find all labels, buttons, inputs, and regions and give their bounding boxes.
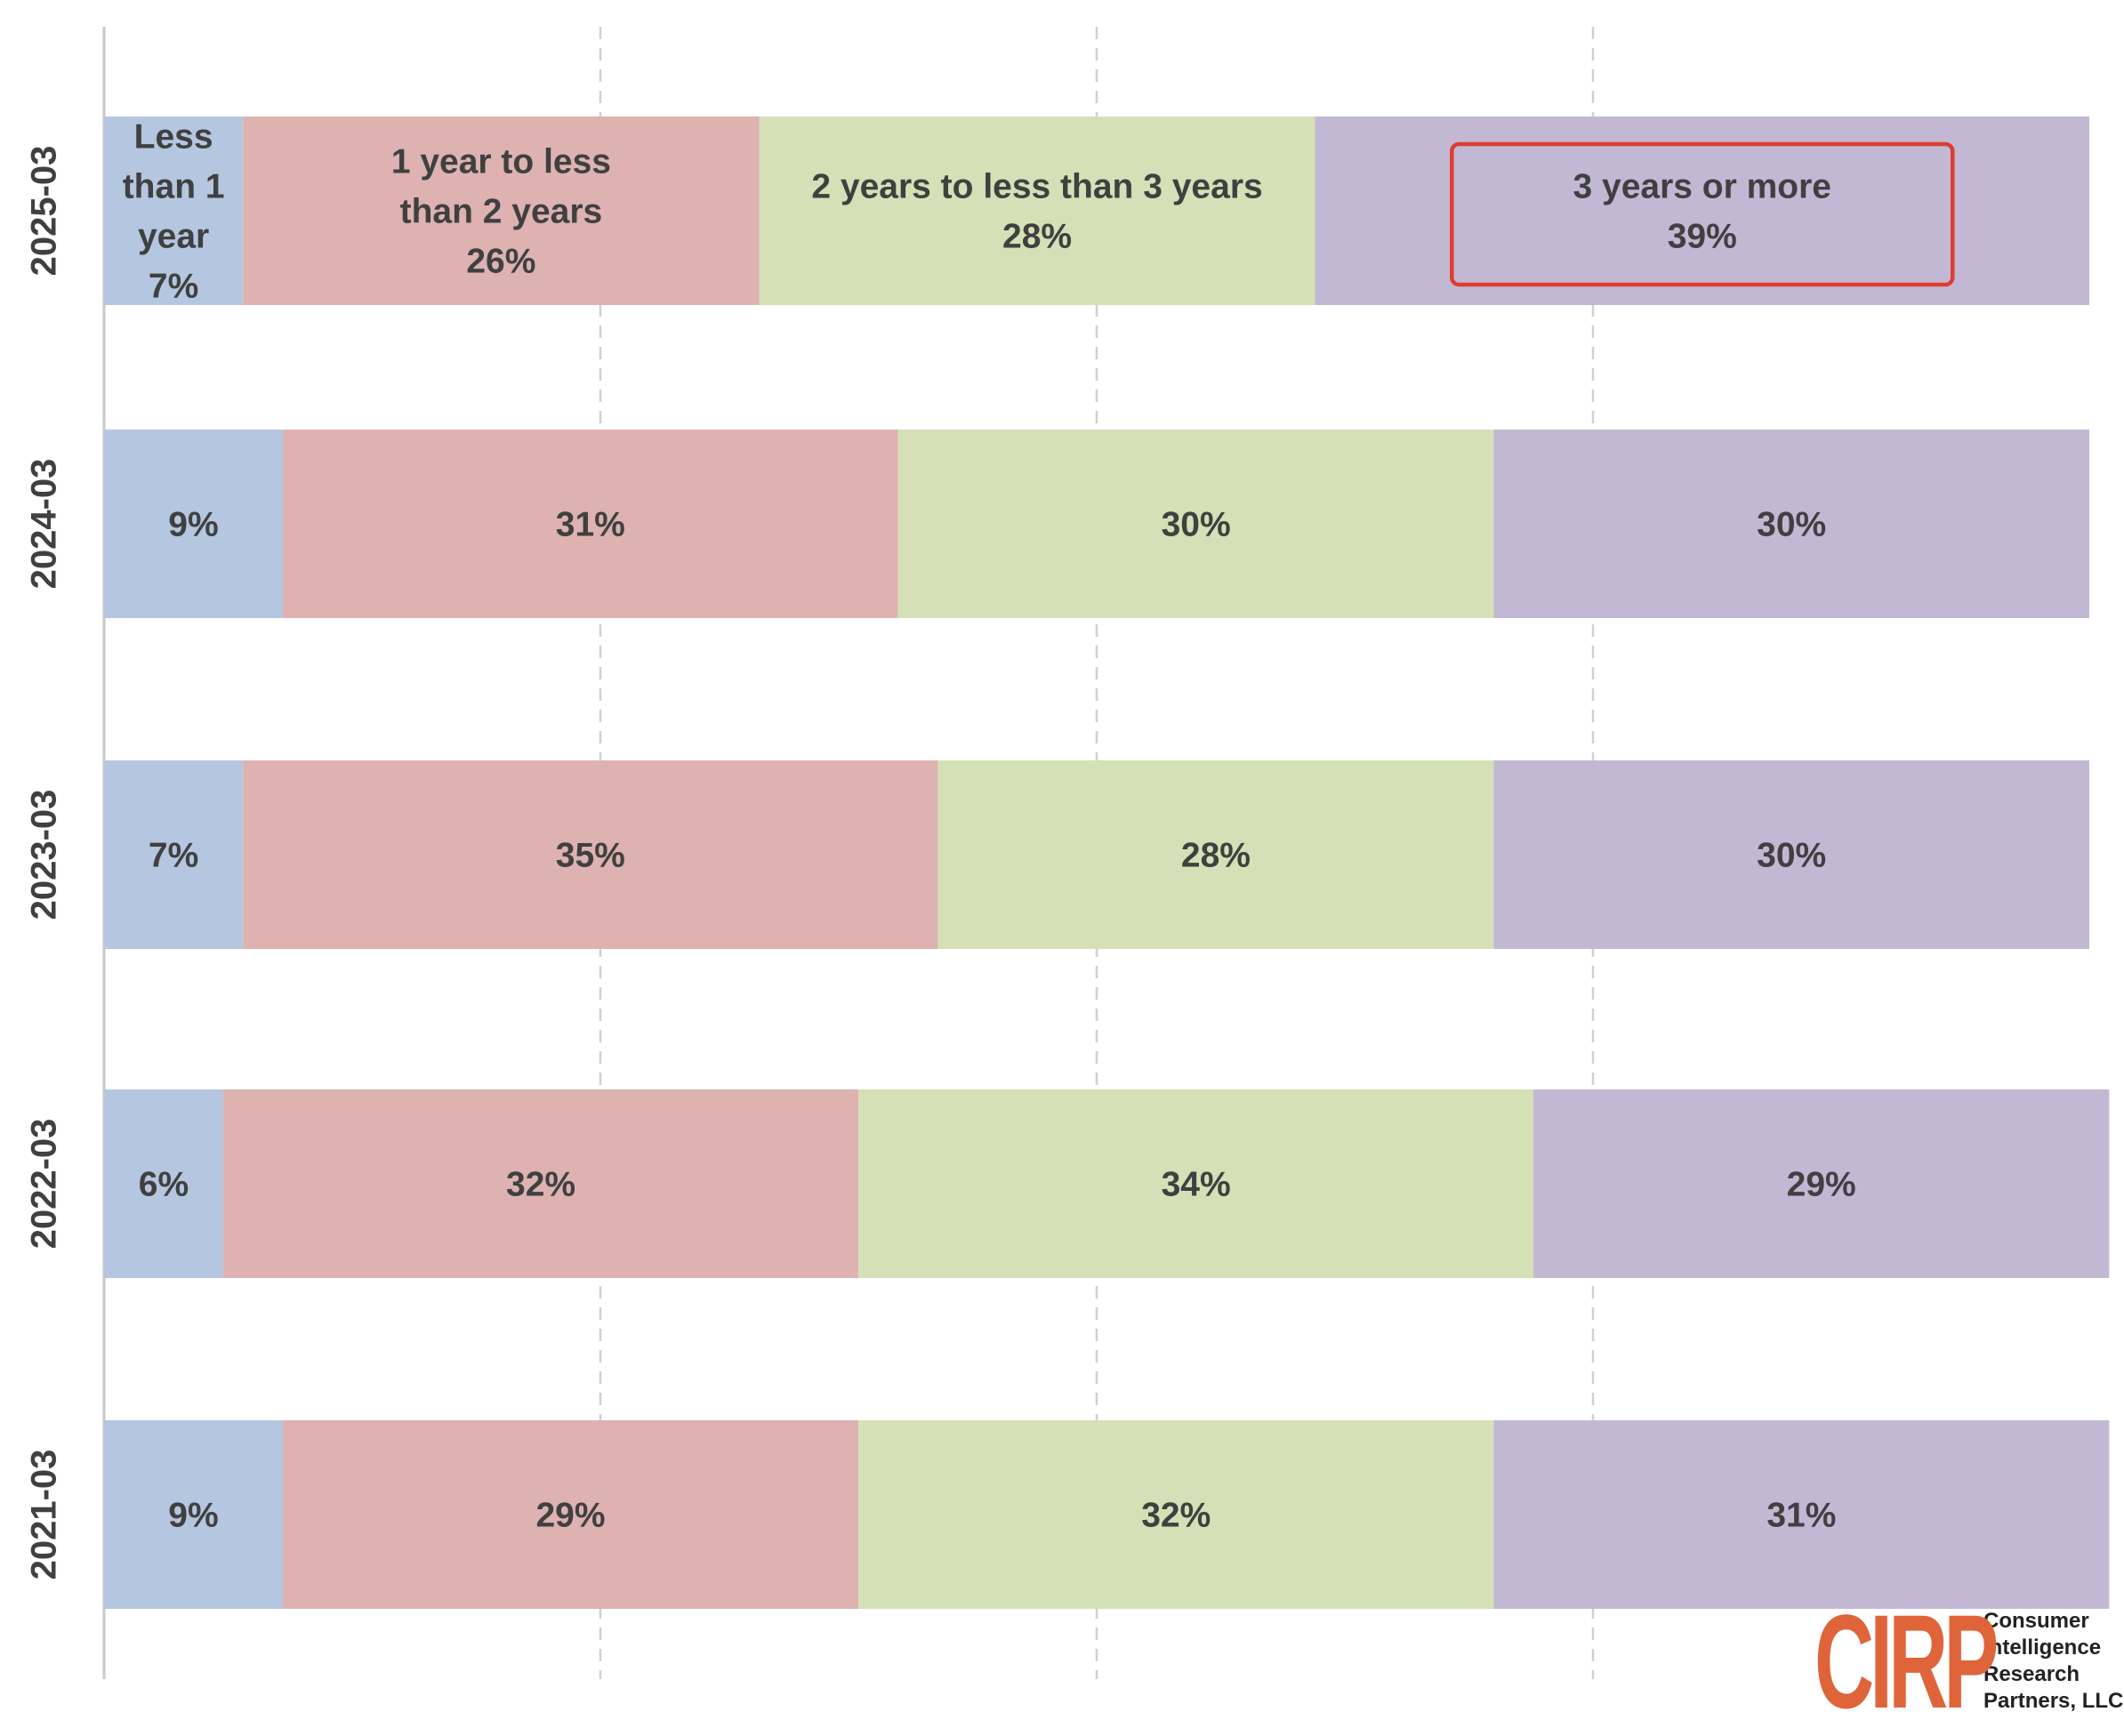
data-label-line: than 1 xyxy=(123,168,225,206)
data-label-line: 7% xyxy=(149,837,198,875)
data-label-2023-03-3: 28% xyxy=(1181,837,1251,875)
data-label-line: 39% xyxy=(1668,218,1737,256)
data-label-line: 31% xyxy=(556,506,625,544)
bar-segment-2023-03-4 xyxy=(1493,760,2089,949)
data-label-line: 30% xyxy=(1757,837,1826,875)
data-label-2023-03-2: 35% xyxy=(556,837,625,875)
data-label-line: year xyxy=(138,218,209,256)
bar-segment-2022-03-4 xyxy=(1533,1089,2110,1278)
category-label-2022-03: 2022-03 xyxy=(25,1119,64,1250)
data-label-line: 3 years or more xyxy=(1573,168,1832,206)
bar-segment-2025-03-3 xyxy=(759,117,1315,305)
bar-segment-2023-03-2 xyxy=(243,760,938,949)
bar-segment-2024-03-4 xyxy=(1493,430,2089,618)
data-label-2025-03-3: 2 years to less than 3 years 28% xyxy=(811,168,1262,256)
bar-segment-2024-03-1 xyxy=(104,430,283,618)
data-label-line: 28% xyxy=(1181,837,1251,875)
logo-mark: CIRP xyxy=(1814,1587,1999,1736)
data-label-2025-03-4: 3 years or more 39% xyxy=(1573,168,1832,256)
data-label-line: 1 year to less xyxy=(391,143,611,181)
bar-segment-2021-03-4 xyxy=(1493,1420,2110,1609)
category-label-2021-03: 2021-03 xyxy=(25,1450,64,1580)
bar-segment-2025-03-1 xyxy=(104,117,244,305)
data-label-2024-03-1: 9% xyxy=(168,506,218,544)
bar-segment-2021-03-3 xyxy=(858,1420,1494,1609)
cirp-logo: CIRP Consumer Intelligence Research Part… xyxy=(1814,1595,2123,1728)
logo-line-2: Intelligence xyxy=(1983,1636,2102,1660)
logo-line-1: Consumer xyxy=(1983,1609,2089,1633)
category-label-2024-03: 2024-03 xyxy=(25,459,64,590)
data-label-line: 6% xyxy=(139,1166,189,1204)
data-label-line: 9% xyxy=(168,1497,218,1535)
data-label-line: 30% xyxy=(1757,506,1826,544)
data-label-line: 34% xyxy=(1162,1166,1231,1204)
data-label-line: Less xyxy=(134,118,213,157)
data-label-2024-03-2: 31% xyxy=(556,506,625,544)
data-label-2021-03-4: 31% xyxy=(1766,1497,1836,1535)
category-label-2023-03: 2023-03 xyxy=(25,790,64,920)
data-label-line: 26% xyxy=(466,243,535,281)
bar-segment-2024-03-2 xyxy=(282,430,898,618)
bar-segment-2022-03-3 xyxy=(858,1089,1534,1278)
bar-segment-2025-03-2 xyxy=(243,117,760,305)
data-label-2021-03-3: 32% xyxy=(1141,1497,1211,1535)
logo-text: Consumer Intelligence Research Partners,… xyxy=(1983,1608,2123,1715)
data-label-line: 31% xyxy=(1766,1497,1836,1535)
bar-segment-2023-03-3 xyxy=(937,760,1494,949)
data-label-line: 32% xyxy=(506,1166,575,1204)
data-label-line: 29% xyxy=(1787,1166,1856,1204)
data-label-2025-03-1: Less than 1 year 7% xyxy=(123,118,225,306)
data-label-2022-03-1: 6% xyxy=(139,1166,189,1204)
data-label-line: 28% xyxy=(1002,218,1072,256)
data-label-line: than 2 years xyxy=(400,193,603,231)
data-label-line: 7% xyxy=(149,268,198,306)
data-label-line: 9% xyxy=(168,506,218,544)
data-label-line: 2 years to less than 3 years xyxy=(811,168,1262,206)
logo-line-3: Research xyxy=(1983,1662,2080,1686)
bar-segment-2021-03-2 xyxy=(282,1420,859,1609)
bar-segment-2022-03-2 xyxy=(222,1089,859,1278)
bar-segment-2025-03-4 xyxy=(1315,117,2089,305)
data-label-2025-03-2: 1 year to less than 2 years 26% xyxy=(391,143,611,281)
data-label-2022-03-4: 29% xyxy=(1787,1166,1856,1204)
data-label-line: 30% xyxy=(1162,506,1231,544)
highlight-box xyxy=(1450,141,1955,287)
data-label-2021-03-2: 29% xyxy=(535,1497,605,1535)
data-label-2022-03-3: 34% xyxy=(1162,1166,1231,1204)
bar-segment-2023-03-1 xyxy=(104,760,244,949)
data-label-2023-03-1: 7% xyxy=(149,837,198,875)
data-label-2021-03-1: 9% xyxy=(168,1497,218,1535)
data-label-2022-03-2: 32% xyxy=(506,1166,575,1204)
bar-segment-2021-03-1 xyxy=(104,1420,283,1609)
data-label-2024-03-3: 30% xyxy=(1162,506,1231,544)
data-label-2023-03-4: 30% xyxy=(1757,837,1826,875)
logo-line-4: Partners, LLC xyxy=(1983,1689,2124,1713)
bar-segment-2024-03-3 xyxy=(897,430,1494,618)
data-label-line: 32% xyxy=(1141,1497,1211,1535)
data-label-line: 35% xyxy=(556,837,625,875)
data-label-2024-03-4: 30% xyxy=(1757,506,1826,544)
data-label-line: 29% xyxy=(535,1497,605,1535)
bar-segment-2022-03-1 xyxy=(104,1089,223,1278)
category-label-2025-03: 2025-03 xyxy=(25,146,64,277)
